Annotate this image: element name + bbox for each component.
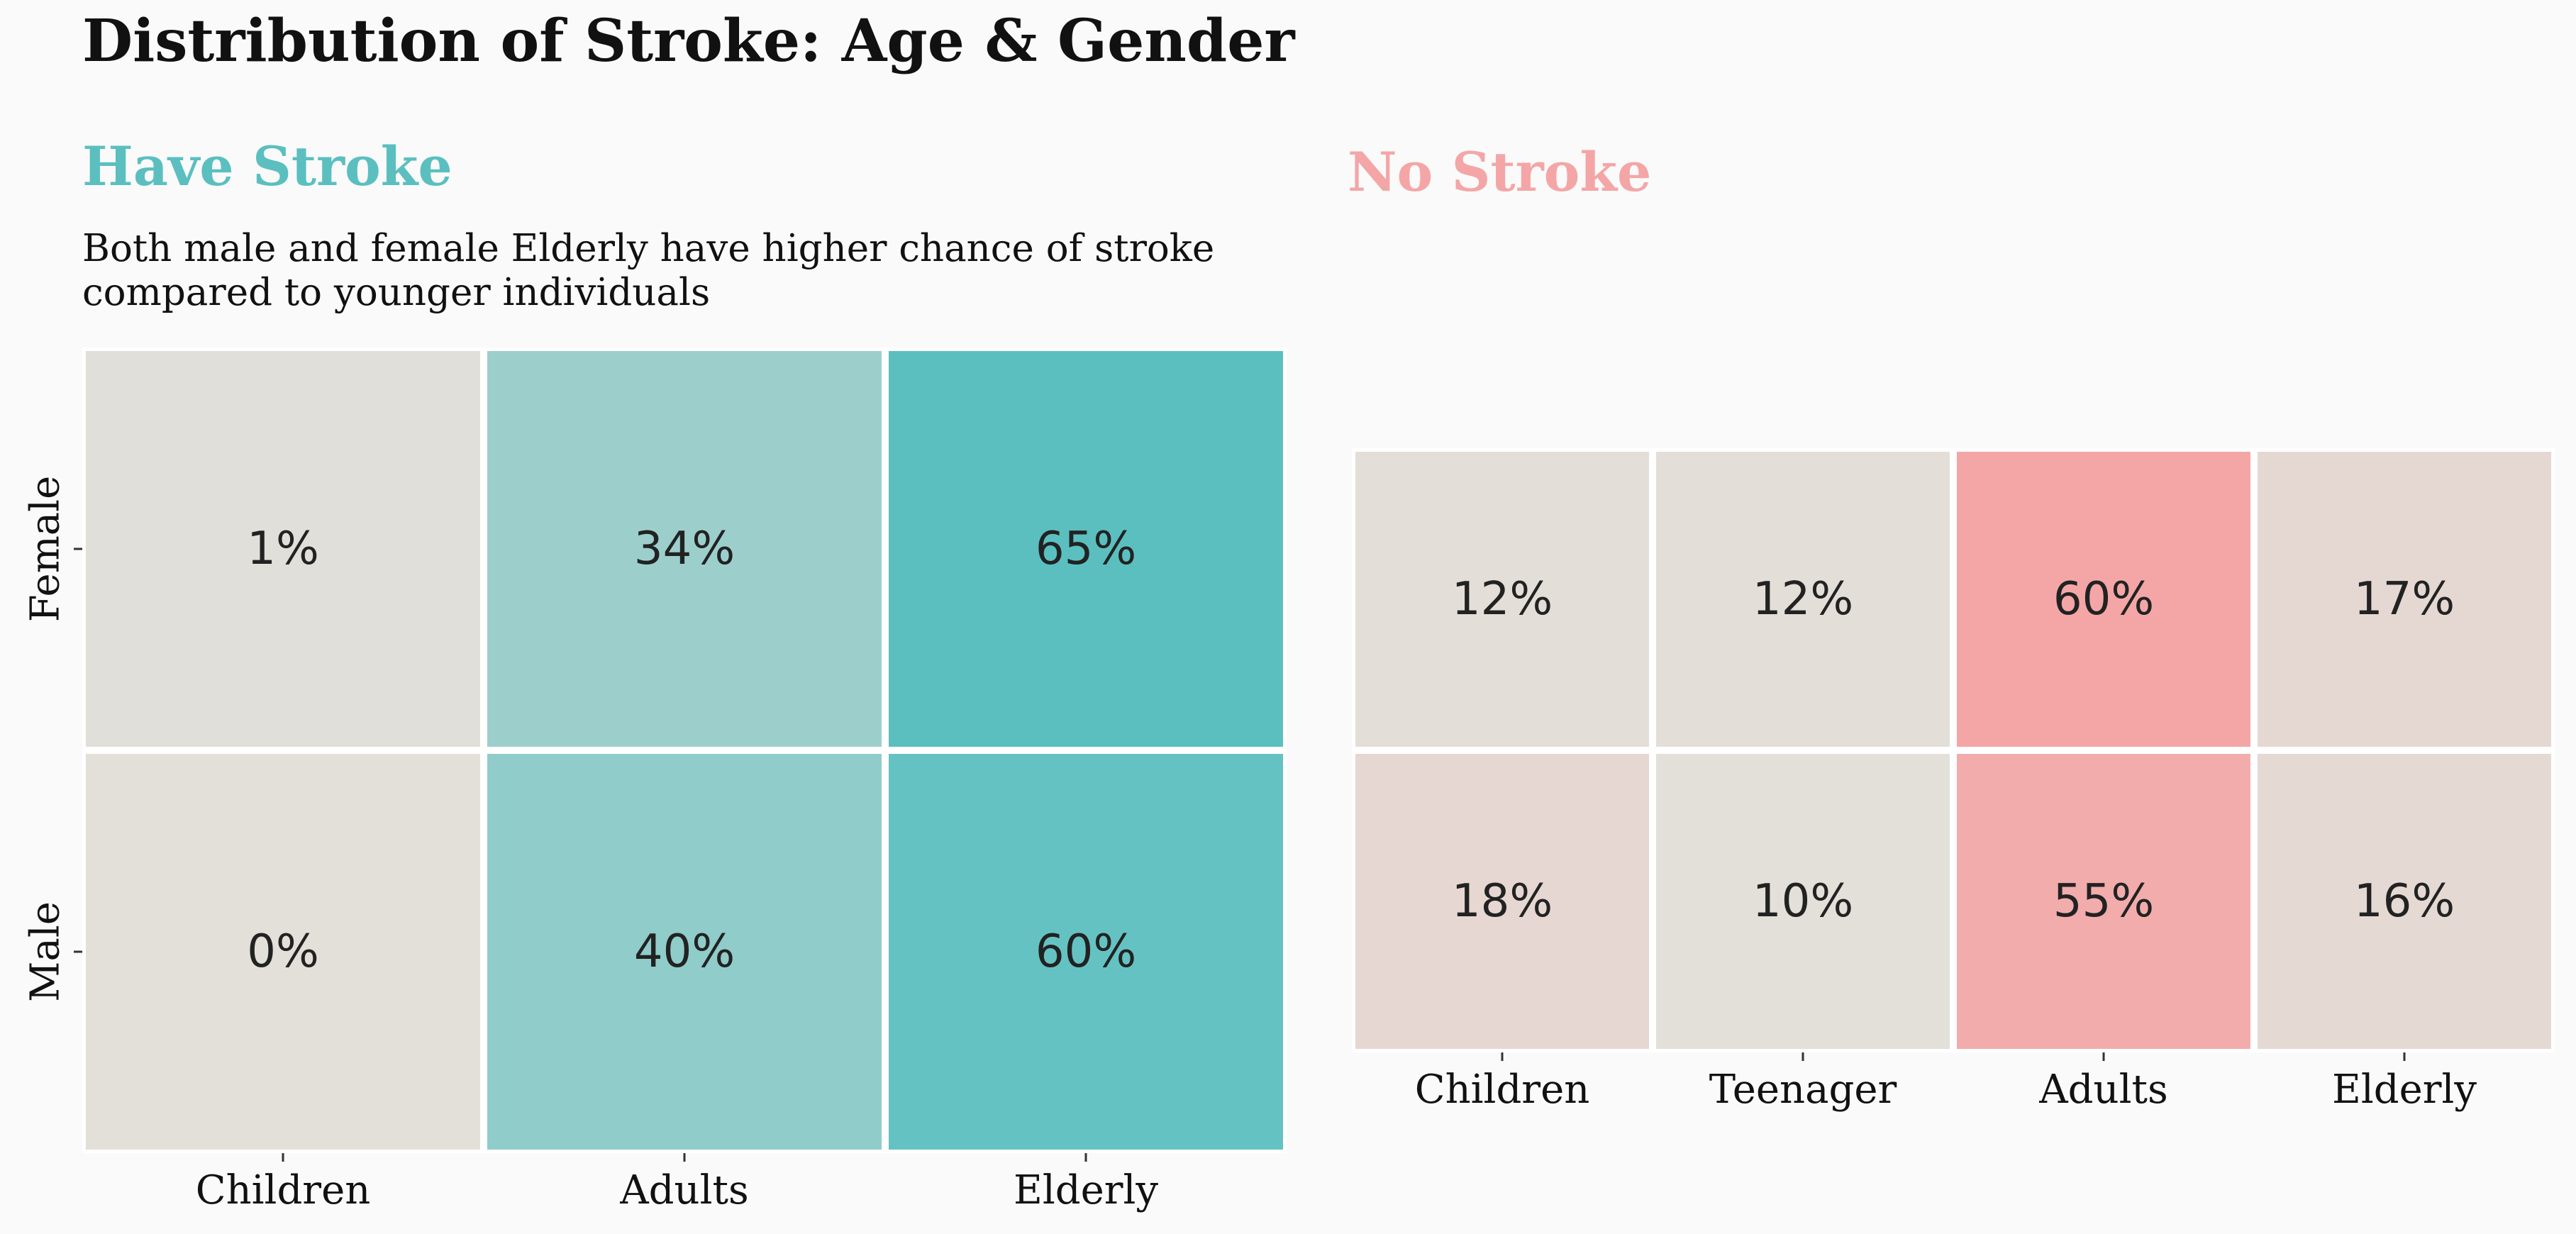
no-stroke-cell	[1957, 452, 2250, 747]
no-stroke-title: No Stroke	[1348, 140, 1652, 204]
have-stroke-x-tick-label: Elderly	[1014, 1167, 1158, 1213]
have-stroke-y-tick-label: Male	[23, 901, 69, 1002]
description-line-2: compared to younger individuals	[82, 271, 711, 314]
have-stroke-cell-label: 65%	[1036, 523, 1136, 575]
have-stroke-x-tick-label: Children	[196, 1167, 371, 1213]
no-stroke-cell-label: 55%	[2053, 875, 2154, 928]
no-stroke-cell-label: 17%	[2354, 573, 2455, 626]
no-stroke-cell	[1656, 754, 1950, 1049]
no-stroke-cell-label: 10%	[1753, 875, 1853, 928]
no-stroke-cell-label: 12%	[1452, 573, 1553, 626]
no-stroke-cell	[1355, 754, 1649, 1049]
have-stroke-title: Have Stroke	[82, 135, 453, 198]
no-stroke-cell	[1656, 452, 1950, 747]
no-stroke-cell	[1355, 452, 1649, 747]
have-stroke-cell	[487, 754, 882, 1150]
have-stroke-description: Both male and female Elderly have higher…	[82, 227, 1214, 315]
have-stroke-cell-label: 60%	[1036, 926, 1136, 978]
no-stroke-cell	[2258, 452, 2551, 747]
have-stroke-cell	[86, 754, 480, 1150]
no-stroke-x-tick-label: Children	[1415, 1067, 1590, 1113]
no-stroke-cell	[1957, 754, 2250, 1049]
have-stroke-cell	[889, 351, 1283, 747]
no-stroke-cell-label: 18%	[1452, 875, 1553, 928]
chart-title: Distribution of Stroke: Age & Gender	[82, 7, 1295, 75]
no-stroke-x-tick-label: Adults	[2038, 1067, 2168, 1113]
have-stroke-cell-label: 0%	[247, 926, 319, 978]
description-line-1: Both male and female Elderly have higher…	[82, 227, 1215, 270]
no-stroke-cell	[2258, 754, 2551, 1049]
no-stroke-x-tick-label: Teenager	[1709, 1067, 1897, 1113]
no-stroke-cell-label: 16%	[2354, 875, 2455, 928]
have-stroke-cell-label: 34%	[634, 523, 735, 575]
have-stroke-cell	[889, 754, 1283, 1150]
no-stroke-x-tick-label: Elderly	[2332, 1067, 2477, 1113]
have-stroke-cell	[487, 351, 882, 747]
have-stroke-x-tick-label: Adults	[619, 1167, 749, 1213]
have-stroke-cell	[86, 351, 480, 747]
have-stroke-cell-label: 1%	[247, 523, 319, 575]
no-stroke-heatmap: 12% 12% 60% 17% 18% 10% 55% 16% Children Teenager…	[1352, 448, 2555, 1113]
no-stroke-cell-label: 12%	[1753, 573, 1853, 626]
no-stroke-cell-label: 60%	[2053, 573, 2154, 626]
have-stroke-heatmap: 1% 34% 65% 0% 40% 60% Children Adults Elderly Fem…	[23, 348, 1287, 1213]
have-stroke-cell-label: 40%	[634, 926, 735, 978]
have-stroke-y-tick-label: Female	[23, 476, 69, 622]
